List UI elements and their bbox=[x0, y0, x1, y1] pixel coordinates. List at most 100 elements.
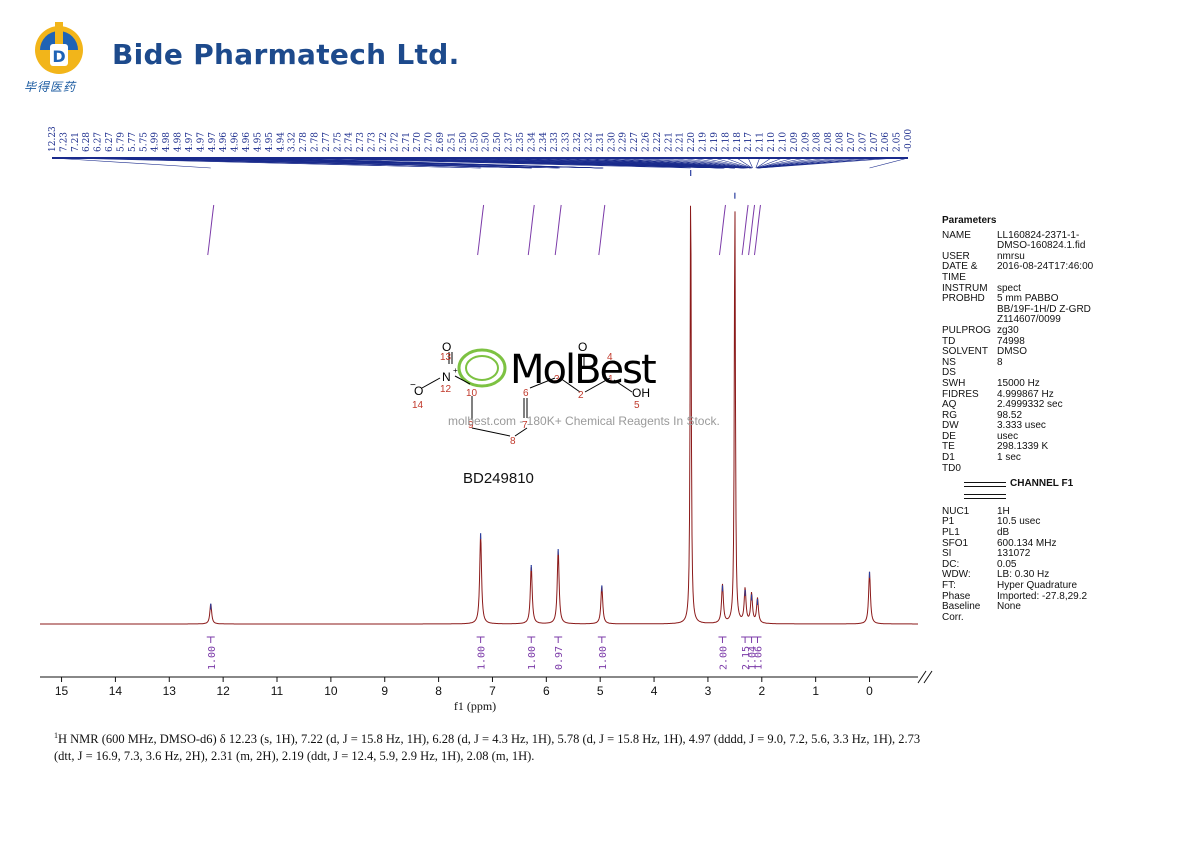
peak-label-leader bbox=[679, 157, 751, 169]
peak-label-leader bbox=[713, 157, 752, 169]
parameter-key: NS bbox=[942, 356, 956, 368]
parameter-row: NAME LL160824-2371-1- DMSO-160824.1.fid bbox=[942, 229, 1102, 252]
parameter-value: 4.999867 Hz bbox=[997, 388, 1054, 400]
integral-value: 1.00 bbox=[598, 646, 609, 670]
axis-break-mark bbox=[923, 670, 933, 684]
parameters-panel: Parameters NAME LL160824-2371-1- DMSO-160… bbox=[942, 215, 1102, 623]
peak-label: 2.50 bbox=[493, 132, 503, 152]
parameters-list: NAME LL160824-2371-1- DMSO-160824.1.fid US… bbox=[942, 229, 1102, 475]
x-tick-label: 7 bbox=[489, 684, 496, 698]
integral-value: 2.00 bbox=[718, 646, 729, 670]
peak-label: 2.30 bbox=[607, 132, 617, 152]
peak-label-leader bbox=[736, 157, 753, 169]
logo-letter: D bbox=[52, 47, 65, 66]
x-tick-label: 3 bbox=[705, 684, 712, 698]
peak-label-leader bbox=[756, 157, 783, 169]
peak-label: -0.00 bbox=[904, 129, 914, 152]
parameter-row: PULPROG zg30 bbox=[942, 324, 1102, 337]
parameter-row: TD 74998 bbox=[942, 336, 1102, 348]
parameter-value: 2016-08-24T17:46:00 bbox=[997, 261, 1094, 273]
parameter-value: LL160824-2371-1- DMSO-160824.1.fid bbox=[997, 229, 1086, 252]
peak-label: 4.99 bbox=[151, 132, 161, 152]
parameter-value: Imported: -27.8,29.2 bbox=[997, 590, 1088, 602]
structure-bonds bbox=[421, 348, 633, 437]
parameter-key: DW bbox=[942, 420, 959, 432]
structure-atom-label: − bbox=[410, 380, 416, 391]
integral-value: 0.97 bbox=[554, 646, 565, 670]
peak-label: 2.07 bbox=[870, 132, 880, 152]
peak-label: 2.34 bbox=[527, 132, 537, 152]
integral-curve bbox=[741, 204, 749, 256]
parameter-value: nmrsu bbox=[997, 250, 1025, 262]
parameter-row: PROBHD 5 mm PABBO BB/19F-1H/D Z-GRD Z1146… bbox=[942, 293, 1102, 326]
parameter-key: TE bbox=[942, 441, 955, 453]
structure-atom-label: 4 bbox=[607, 352, 613, 363]
parameter-row: SWH 15000 Hz bbox=[942, 378, 1102, 390]
parameter-key: NUC1 bbox=[942, 505, 970, 517]
x-tick-label: 13 bbox=[163, 684, 177, 698]
parameter-key: PULPROG bbox=[942, 324, 991, 336]
parameter-key: WDW: bbox=[942, 569, 971, 581]
peak-label-leader bbox=[869, 157, 909, 169]
parameter-value: Hyper Quadrature bbox=[997, 580, 1078, 591]
peak-label: 2.50 bbox=[470, 132, 480, 152]
peak-label: 2.31 bbox=[596, 132, 606, 152]
integral-value: 1.00 bbox=[527, 646, 538, 670]
peak-label: 7.21 bbox=[71, 132, 81, 152]
peak-label: 2.08 bbox=[836, 132, 846, 152]
parameter-value: 2.4999332 sec bbox=[997, 399, 1063, 411]
integral-curve bbox=[207, 204, 215, 256]
peak-label-leader bbox=[756, 157, 794, 169]
integral-curve bbox=[554, 204, 562, 256]
channel-title: CHANNEL F1 bbox=[1010, 478, 1074, 490]
peak-label: 2.70 bbox=[425, 132, 435, 152]
parameter-row: FT: Hyper Quadrature bbox=[942, 580, 1102, 592]
parameter-row: SOLVENT DMSO bbox=[942, 347, 1102, 358]
peak-label-leader bbox=[497, 157, 735, 169]
peak-label: 2.32 bbox=[573, 132, 583, 152]
peak-label: 4.95 bbox=[265, 132, 275, 152]
parameter-row: P1 10.5 usec bbox=[942, 517, 1102, 528]
structure-atom-label: 5 bbox=[634, 400, 640, 411]
integral-layer: 1.00 1.00 1.00 0.97 1.00 2.00 2.151.041.06 bbox=[206, 636, 764, 670]
x-tick-label: 0 bbox=[866, 684, 873, 698]
peak-label-leader bbox=[725, 157, 753, 169]
x-tick-label: 5 bbox=[597, 684, 604, 698]
parameter-value: zg30 bbox=[997, 324, 1019, 336]
peak-label: 2.18 bbox=[733, 132, 743, 152]
x-tick-label: 14 bbox=[109, 684, 123, 698]
integral-value: 1.00 bbox=[477, 646, 488, 670]
parameter-key: RG bbox=[942, 409, 957, 421]
peak-label: 6.28 bbox=[82, 132, 92, 152]
parameter-row: D1 1 sec bbox=[942, 452, 1102, 464]
parameter-value: None bbox=[997, 601, 1021, 613]
peak-label-leader bbox=[756, 157, 772, 169]
company-name: Bide Pharmatech Ltd. bbox=[112, 38, 460, 71]
parameter-key: SI bbox=[942, 548, 952, 560]
peak-label: 4.96 bbox=[231, 132, 241, 152]
x-tick-label: 8 bbox=[435, 684, 442, 698]
parameter-row: USER nmrsu bbox=[942, 250, 1102, 263]
peak-label: 4.94 bbox=[276, 132, 286, 152]
spectrum-trace bbox=[40, 205, 918, 625]
peak-label: 4.95 bbox=[253, 132, 263, 152]
structure-atom-label: 6 bbox=[523, 388, 529, 399]
peak-label: 2.11 bbox=[756, 132, 766, 152]
peak-label: 6.27 bbox=[94, 132, 104, 152]
parameter-row: NS 8 bbox=[942, 356, 1102, 369]
peak-label: 2.70 bbox=[413, 132, 423, 152]
parameter-row: Baseline Corr. None bbox=[942, 601, 1102, 623]
integral-curve bbox=[753, 204, 761, 256]
peak-label: 2.21 bbox=[676, 132, 686, 152]
compound-id: BD249810 bbox=[463, 470, 534, 487]
parameter-key: SFO1 bbox=[942, 537, 969, 549]
peak-label-leader bbox=[109, 157, 532, 169]
nmr-description: 1H NMR (600 MHz, DMSO-d6) δ 12.23 (s, 1H… bbox=[54, 727, 924, 765]
parameter-key: DC: bbox=[942, 558, 960, 570]
x-tick-label: 1 bbox=[812, 684, 819, 698]
peak-label: 2.19 bbox=[699, 132, 709, 152]
integral-curve bbox=[748, 204, 756, 256]
peak-label: 2.51 bbox=[447, 132, 457, 152]
parameter-row: DW 3.333 usec bbox=[942, 421, 1102, 432]
spectrum-layer bbox=[40, 170, 918, 625]
